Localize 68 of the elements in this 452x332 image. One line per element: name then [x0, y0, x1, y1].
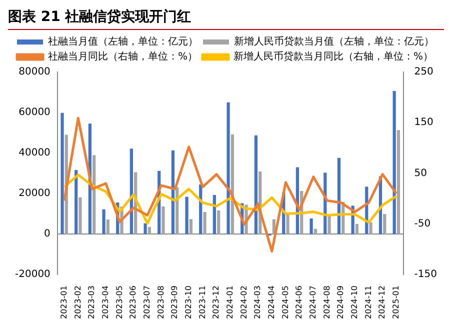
x-tick-label: 2023-07: [142, 286, 152, 320]
x-tick-label: 2025-01: [391, 286, 400, 320]
bar: [102, 209, 106, 234]
x-tick-label: 2024-12: [378, 286, 387, 320]
y2-tick-label: -50: [414, 218, 431, 230]
bar: [203, 212, 206, 234]
y-tick-label: 40000: [18, 148, 50, 159]
bar: [310, 218, 313, 234]
bar: [74, 170, 78, 234]
y-tick-label: 0: [44, 228, 50, 240]
y-tick-label: 60000: [18, 107, 50, 118]
bar: [383, 214, 386, 234]
bar: [337, 158, 341, 234]
y2-tick-label: 250: [414, 66, 434, 78]
x-tick-label: 2023-12: [212, 286, 221, 320]
legend-label: 社融当月值（左轴，单位：亿元）: [48, 36, 198, 48]
bar: [369, 222, 372, 234]
y-tick-label: -20000: [15, 269, 50, 280]
bar: [396, 130, 400, 234]
x-tick-label: 2023-05: [114, 286, 124, 320]
x-tick-label: 2023-04: [100, 286, 110, 320]
x-tick-label: 2023-02: [73, 286, 82, 320]
x-tick-label: 2024-03: [253, 286, 262, 320]
legend-label: 新增人民币贷款当月值（左轴，单位：亿元）: [234, 36, 434, 48]
bar: [189, 219, 192, 234]
bar: [106, 219, 110, 234]
bar: [78, 197, 82, 234]
bar: [286, 214, 290, 234]
x-tick-label: 2023-09: [170, 286, 180, 320]
bar: [328, 216, 331, 234]
bar: [92, 155, 96, 234]
x-tick-label: 2024-10: [350, 286, 359, 320]
bar: [212, 194, 216, 234]
x-tick-label: 2024-11: [364, 286, 373, 320]
x-tick-label: 2024-08: [322, 286, 332, 320]
y2-tick-label: 50: [414, 168, 428, 179]
bar: [217, 210, 220, 234]
x-tick-label: 2024-01: [225, 286, 234, 320]
bar: [185, 196, 188, 234]
bar: [392, 91, 396, 234]
x-tick-label: 2024-05: [280, 286, 290, 320]
y2-tick-label: -150: [414, 269, 438, 280]
bar: [162, 206, 165, 234]
y-tick-label: 80000: [18, 66, 50, 78]
bar: [355, 224, 359, 234]
x-tick-label: 2024-04: [266, 286, 276, 320]
y-tick-label: 20000: [18, 188, 50, 200]
bar: [148, 226, 151, 234]
x-tick-label: 2024-02: [239, 286, 248, 320]
legend-label: 社融当月同比（右轴，单位：%）: [48, 50, 198, 63]
bar: [144, 223, 147, 234]
x-tick-label: 2023-10: [184, 286, 193, 320]
bar: [314, 228, 318, 234]
chart-title: 图表 21 社融信贷实现开门红: [8, 8, 444, 30]
x-tick-label: 2023-08: [156, 286, 166, 320]
bar: [254, 135, 258, 234]
x-tick-label: 2023-11: [198, 286, 207, 320]
x-tick-label: 2024-09: [336, 286, 346, 320]
x-tick-label: 2024-06: [294, 286, 304, 320]
x-tick-label: 2023-01: [59, 286, 68, 320]
x-tick-label: 2023-03: [87, 286, 96, 320]
bar: [226, 102, 230, 234]
bar: [60, 112, 64, 234]
bar: [171, 150, 174, 234]
legend-label: 新增人民币贷款当月同比（右轴，单位：%）: [234, 50, 434, 63]
y2-tick-label: 150: [414, 117, 434, 128]
x-tick-label: 2023-06: [128, 286, 138, 320]
x-tick-label: 2024-07: [308, 286, 318, 320]
